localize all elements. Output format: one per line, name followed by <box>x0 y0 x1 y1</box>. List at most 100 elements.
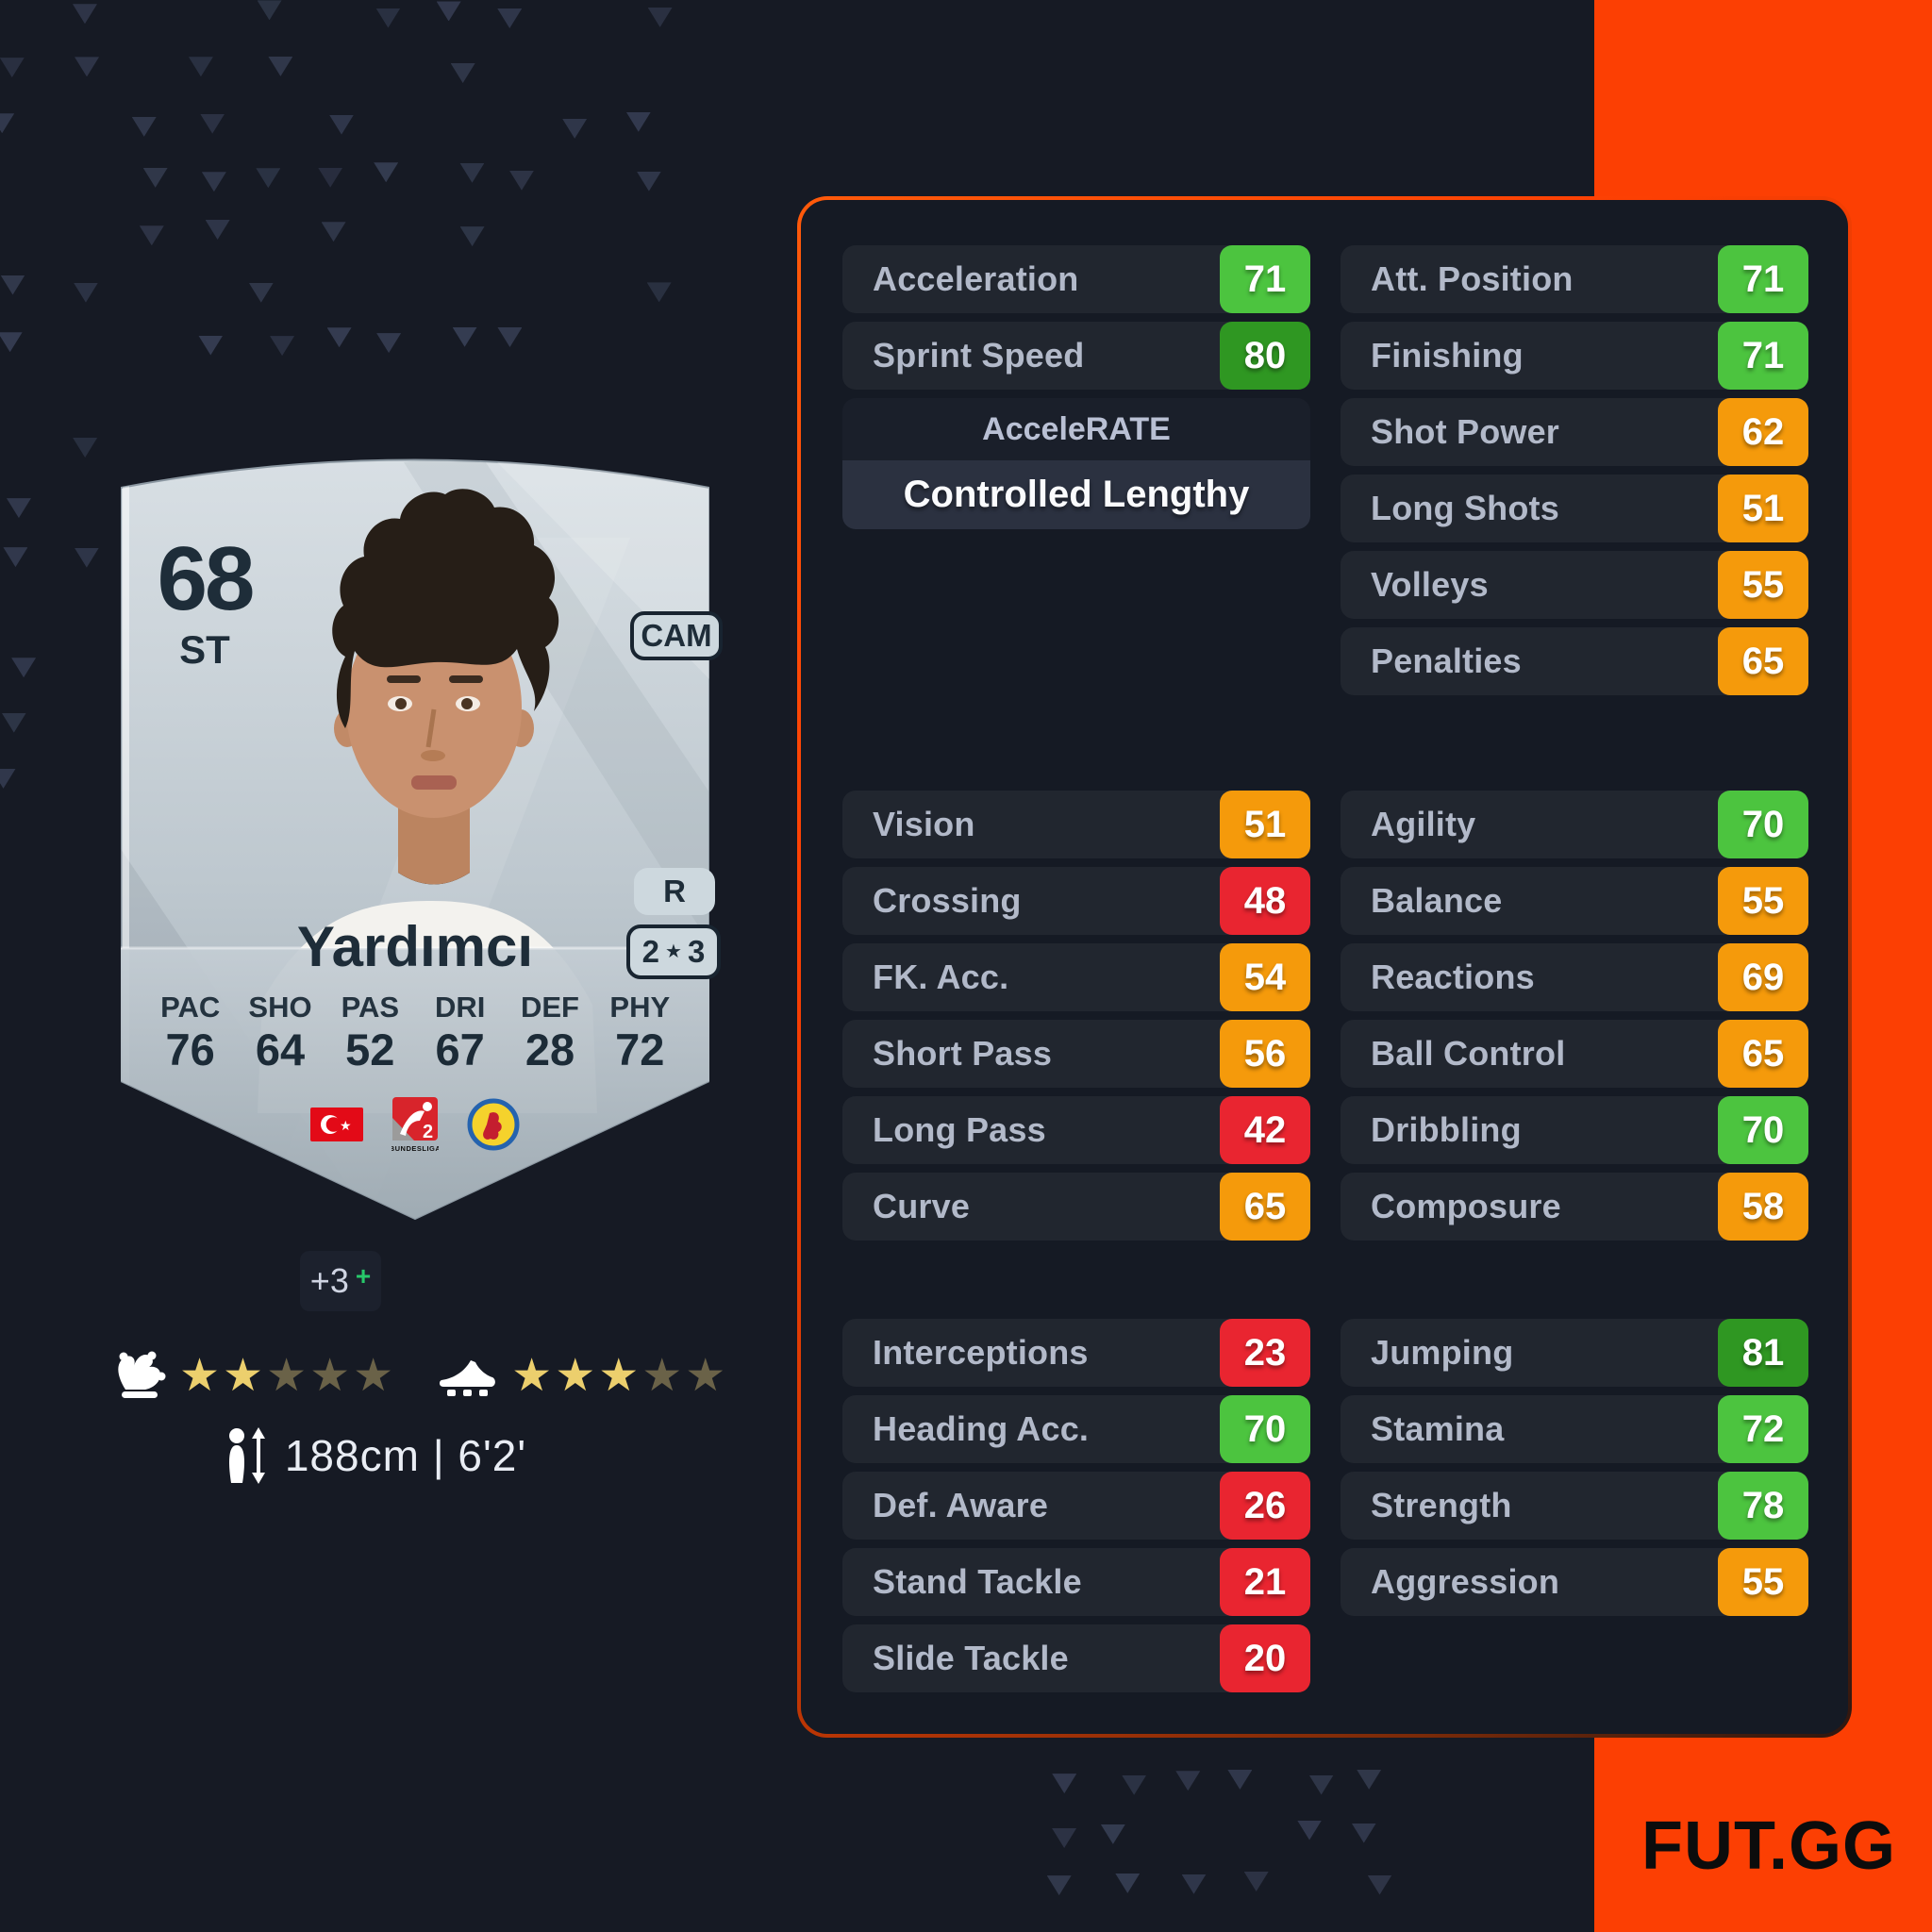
triangle-icon <box>636 171 661 192</box>
stat-label: Curve <box>873 1187 971 1225</box>
weak-foot-stars: ★ ★ ★ ★ ★ <box>511 1353 728 1398</box>
triangle-icon <box>1046 1875 1072 1896</box>
triangle-icon <box>450 63 475 84</box>
attribute-label: PAS <box>341 991 400 1024</box>
stat-group-pace: Acceleration 71 Sprint Speed 80 <box>842 245 1310 390</box>
star-icon: ★ <box>555 1349 596 1402</box>
stat-row: Jumping 81 <box>1341 1319 1808 1387</box>
triangle-icon <box>0 113 15 134</box>
player-name: Yardımcı <box>296 915 534 978</box>
star-icon: ★ <box>223 1349 264 1402</box>
stat-value-badge: 65 <box>1220 1173 1310 1241</box>
triangle-icon <box>459 162 485 183</box>
stat-label: Long Shots <box>1371 489 1559 527</box>
triangle-icon <box>73 438 98 458</box>
triangle-icon <box>188 57 213 77</box>
stat-row: Agility 70 <box>1341 791 1808 858</box>
triangle-icon <box>268 56 293 76</box>
stat-row: Dribbling 70 <box>1341 1096 1808 1164</box>
stat-label: Short Pass <box>873 1034 1053 1073</box>
stat-row: Volleys 55 <box>1341 551 1808 619</box>
triangle-icon <box>205 220 230 241</box>
stat-row: Att. Position 71 <box>1341 245 1808 313</box>
triangle-icon <box>329 114 354 135</box>
stat-row: Sprint Speed 80 <box>842 322 1310 390</box>
stat-row: Ball Control 65 <box>1341 1020 1808 1088</box>
stat-row: Short Pass 56 <box>842 1020 1310 1088</box>
triangle-icon <box>318 167 343 188</box>
triangle-icon <box>0 275 25 295</box>
braunschweig-crest-icon <box>467 1098 520 1151</box>
triangle-icon <box>1351 1823 1376 1843</box>
stat-value-badge: 21 <box>1220 1548 1310 1616</box>
stat-label: Jumping <box>1371 1333 1514 1372</box>
stat-row: Balance 55 <box>1341 867 1808 935</box>
triangle-icon <box>436 1 461 22</box>
accelerate-label: AcceleRATE <box>842 398 1310 460</box>
star-icon: ★ <box>353 1349 394 1402</box>
triangle-icon <box>1297 1820 1323 1840</box>
stat-group-passing: Vision 51 Crossing 48 FK. Acc. 54 Short Pass 56… <box>842 791 1310 1241</box>
stat-value-badge: 55 <box>1718 1548 1808 1616</box>
stat-value-badge: 26 <box>1220 1472 1310 1540</box>
triangle-icon <box>459 226 485 247</box>
triangle-icon <box>201 172 226 192</box>
stat-value-badge: 78 <box>1718 1472 1808 1540</box>
stat-label: Penalties <box>1371 641 1522 680</box>
stat-value-badge: 42 <box>1220 1096 1310 1164</box>
stat-row: FK. Acc. 54 <box>842 943 1310 1011</box>
futgg-logo[interactable]: FUT.GG <box>1641 1808 1896 1884</box>
stat-label: Stamina <box>1371 1409 1505 1448</box>
triangle-icon <box>497 327 523 348</box>
triangle-icon <box>74 547 99 568</box>
attribute-label: DEF <box>520 991 579 1024</box>
stats-panel-border: Acceleration 71 Sprint Speed 80 AcceleRATE … <box>797 196 1852 1738</box>
preferred-foot-badge: R <box>634 868 715 915</box>
triangle-icon <box>200 113 225 134</box>
triangle-icon <box>562 118 588 139</box>
stat-value-badge: 70 <box>1718 1096 1808 1164</box>
alt-position-badge: CAM <box>630 611 723 660</box>
triangle-icon <box>1115 1873 1141 1893</box>
stat-label: Reactions <box>1371 958 1535 996</box>
player-card: 68 ST CAM R 2 ★ 3 Yardımcı PAC 76 SHO 64 PAS… <box>120 396 723 1226</box>
skill-weakfoot-badge: 2 ★ 3 <box>626 924 721 979</box>
stat-row: Crossing 48 <box>842 867 1310 935</box>
triangle-icon <box>375 8 401 28</box>
boot-weak-foot-icon <box>440 1360 496 1396</box>
star-icon: ★ <box>511 1349 553 1402</box>
stat-group-defending: Interceptions 23 Heading Acc. 70 Def. Aware 2… <box>842 1319 1310 1692</box>
triangle-icon <box>257 0 282 21</box>
triangle-icon <box>1052 1827 1077 1848</box>
triangle-icon <box>1052 1774 1077 1794</box>
triangle-icon <box>647 7 673 27</box>
stat-row: Interceptions 23 <box>842 1319 1310 1387</box>
stat-label: Heading Acc. <box>873 1409 1090 1448</box>
stat-label: Slide Tackle <box>873 1639 1069 1677</box>
stat-value-badge: 80 <box>1220 322 1310 390</box>
triangle-icon <box>73 282 98 303</box>
svg-text:★: ★ <box>340 1119 352 1134</box>
stat-label: Strength <box>1371 1486 1512 1524</box>
stat-row: Aggression 55 <box>1341 1548 1808 1616</box>
triangle-icon <box>326 327 352 348</box>
stat-label: Att. Position <box>1371 259 1574 298</box>
stat-label: Composure <box>1371 1187 1561 1225</box>
stat-value-badge: 71 <box>1718 322 1808 390</box>
stat-label: Finishing <box>1371 336 1524 375</box>
skill-count: 2 <box>641 934 660 969</box>
triangle-icon <box>1181 1874 1207 1894</box>
triangle-icon <box>452 326 477 347</box>
star-icon: ★ <box>665 940 682 962</box>
stat-group-physical: Jumping 81 Stamina 72 Strength 78 Aggression 55 <box>1341 1319 1808 1616</box>
stat-value-badge: 56 <box>1220 1020 1310 1088</box>
stat-label: Acceleration <box>873 259 1079 298</box>
stat-label: Stand Tackle <box>873 1562 1082 1601</box>
triangle-icon <box>0 58 25 78</box>
triangle-icon <box>508 170 534 191</box>
triangle-icon <box>6 498 31 519</box>
stat-value-badge: 69 <box>1718 943 1808 1011</box>
stat-group-shooting: Att. Position 71 Finishing 71 Shot Power 62 Lo… <box>1341 245 1808 695</box>
stat-value-badge: 55 <box>1718 867 1808 935</box>
